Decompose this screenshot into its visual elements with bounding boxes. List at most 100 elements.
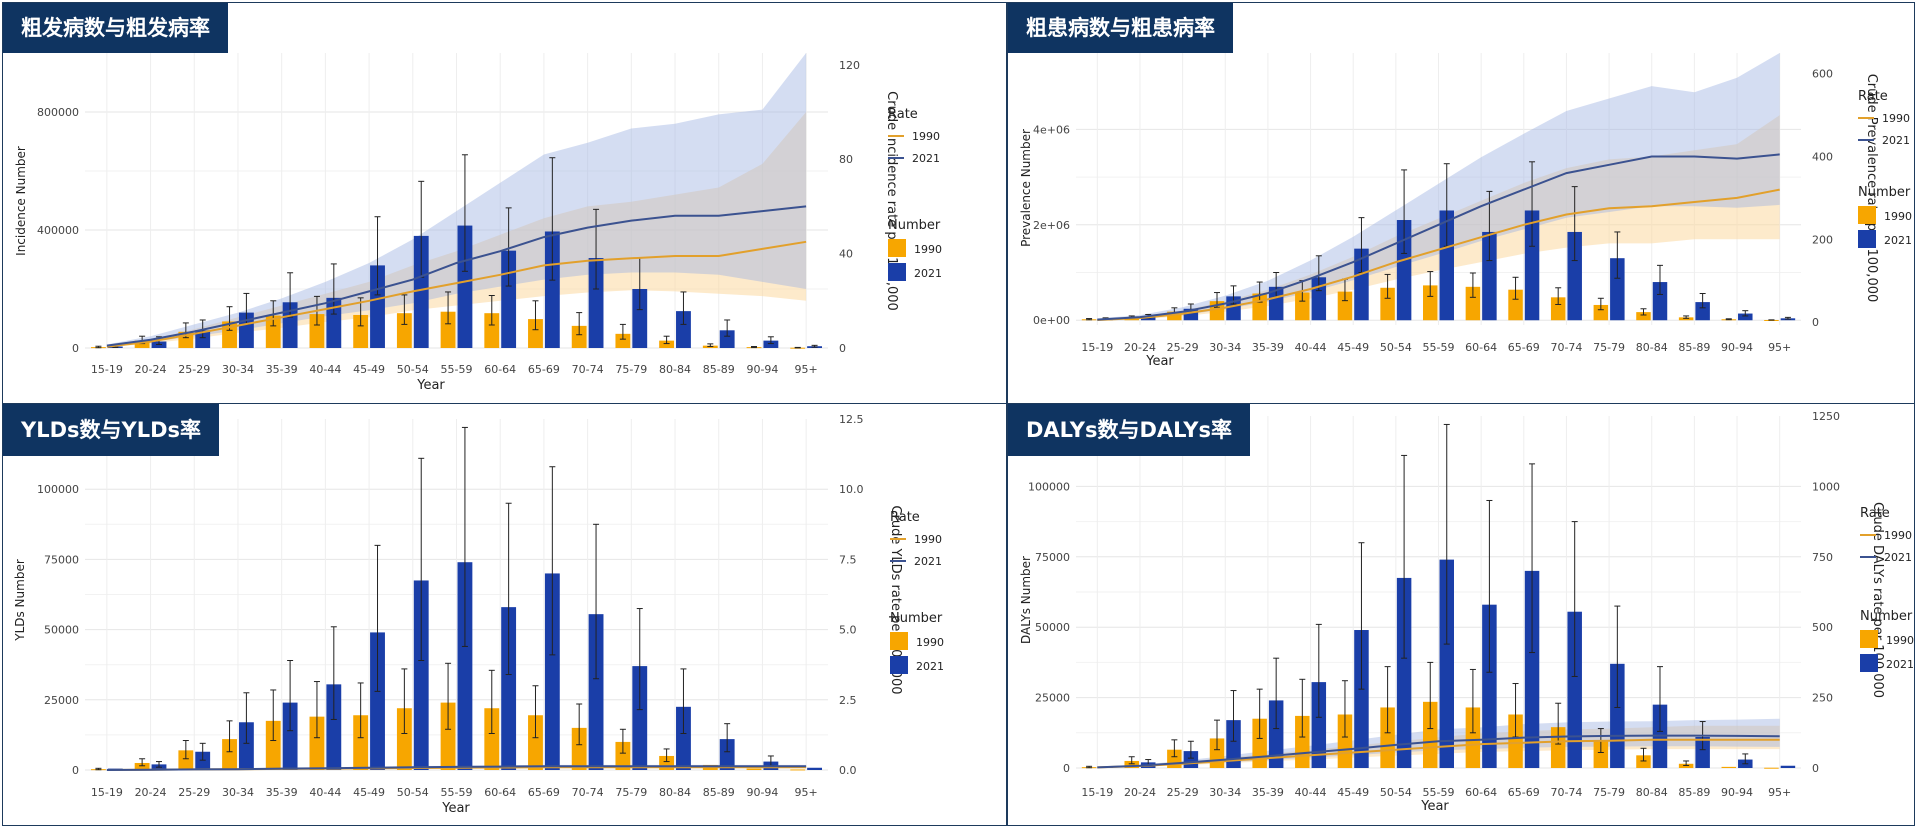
bar-2021-85-89 — [1695, 302, 1710, 321]
bar-1990-35-39 — [265, 720, 281, 770]
bar-1990-60-64 — [484, 708, 500, 770]
legend-rate-title: Rate — [888, 107, 918, 122]
y-tick-label: 0 — [72, 764, 79, 777]
x-tick-label: 30-34 — [222, 363, 254, 376]
x-tick-label: 40-44 — [1295, 786, 1327, 799]
legend-number-label: 1990 — [916, 636, 944, 649]
legend-number-label: 1990 — [1884, 210, 1912, 223]
bar-1990-80-84 — [659, 340, 675, 348]
y2-tick-label: 120 — [839, 59, 860, 72]
y2-tick-label: 600 — [1812, 68, 1833, 81]
bar-1990-90-94 — [746, 768, 762, 770]
panel-dalys: 0 25000 50000 75000 100000 0 250 500 750 1000 1250… — [1007, 403, 1915, 826]
x-tick-label: 70-74 — [1550, 786, 1582, 799]
y2-tick-label: 12.5 — [839, 413, 864, 426]
bar-2021-95+ — [1780, 765, 1796, 768]
x-tick-label: 65-69 — [1508, 341, 1540, 354]
bar-2021-60-64 — [501, 607, 517, 770]
y-tick-label: 2e+06 — [1033, 219, 1070, 232]
panel-title-dalys: DALYs数与DALYs率 — [1008, 404, 1251, 456]
y2-tick-label: 1000 — [1812, 480, 1840, 493]
legend-number-title: Number — [890, 611, 943, 626]
bar-1990-50-54 — [1380, 287, 1395, 321]
rate-line-2021 — [1097, 153, 1780, 321]
legend-rate-label: 2021 — [914, 555, 942, 568]
bar-2021-45-49 — [1354, 630, 1369, 768]
x-tick-label: 60-64 — [484, 363, 516, 376]
x-tick-label: 35-39 — [1252, 786, 1284, 799]
bar-2021-60-64 — [501, 250, 517, 348]
x-tick-label: 25-29 — [178, 786, 210, 799]
legend-number-swatch-1990 — [1858, 206, 1876, 224]
x-tick-label: 60-64 — [484, 786, 516, 799]
bar-2021-45-49 — [1354, 248, 1369, 321]
bar-1990-20-24 — [1124, 760, 1139, 768]
bar-2021-90-94 — [763, 340, 779, 348]
y2-tick-label: 0.0 — [839, 764, 857, 777]
x-tick-label: 50-54 — [397, 363, 429, 376]
bar-1990-40-44 — [309, 314, 325, 348]
bar-1990-20-24 — [134, 762, 150, 770]
x-tick-label: 35-39 — [266, 363, 298, 376]
bar-1990-55-59 — [440, 311, 456, 348]
x-tick-label: 95+ — [1768, 786, 1791, 799]
bar-1990-40-44 — [309, 716, 325, 770]
x-tick-label: 15-19 — [1081, 341, 1113, 354]
x-tick-label: 50-54 — [1380, 786, 1412, 799]
x-tick-label: 15-19 — [1081, 786, 1113, 799]
bar-2021-55-59 — [457, 562, 473, 770]
y2-tick-label: 0 — [1812, 762, 1819, 775]
y2-tick-label: 250 — [1812, 692, 1833, 705]
bar-1990-45-49 — [353, 715, 369, 770]
x-tick-label: 30-34 — [222, 786, 254, 799]
x-tick-label: 90-94 — [1721, 341, 1753, 354]
rate-line-2021 — [106, 765, 807, 771]
y-tick-label: 25000 — [1035, 692, 1070, 705]
x-tick-label: 70-74 — [572, 786, 604, 799]
bar-2021-70-74 — [588, 614, 604, 770]
legend-number-swatch-2021 — [890, 656, 908, 674]
bar-2021-70-74 — [588, 258, 604, 348]
x-tick-label: 30-34 — [1209, 341, 1241, 354]
bar-2021-50-54 — [413, 235, 429, 348]
bar-1990-65-69 — [528, 319, 543, 348]
y2-tick-label: 10.0 — [839, 483, 864, 496]
bar-2021-55-59 — [1439, 210, 1454, 321]
bar-2021-25-29 — [195, 751, 211, 770]
x-tick-label: 45-49 — [353, 786, 385, 799]
bar-2021-65-69 — [544, 231, 560, 348]
legend-number-swatch-1990 — [890, 632, 908, 650]
y2-tick-label: 7.5 — [839, 553, 857, 566]
y2-tick-label: 0 — [839, 342, 846, 355]
legend-number-title: Number — [1858, 185, 1911, 200]
panel-incidence: 0 400000 800000 0 40 80 120 15-19 20-24 25-29 30-3… — [2, 2, 1007, 404]
bar-1990-80-84 — [1636, 312, 1651, 321]
bar-2021-35-39 — [282, 702, 298, 770]
legend-number-swatch-2021 — [1860, 654, 1878, 672]
y-tick-label: 0e+00 — [1033, 314, 1070, 327]
x-tick-label: 20-24 — [1124, 786, 1156, 799]
legend-rate-title: Rate — [1858, 89, 1888, 104]
x-tick-label: 85-89 — [703, 786, 735, 799]
legend-rate-label: 2021 — [1882, 134, 1910, 147]
y-axis-label: Prevalence Number — [1019, 129, 1033, 247]
bar-1990-45-49 — [1337, 291, 1353, 321]
incidence-chart: 0 400000 800000 0 40 80 120 15-19 20-24 25-29 30-3… — [14, 53, 942, 393]
bar-2021-55-59 — [1439, 559, 1454, 768]
x-tick-label: 55-59 — [1423, 786, 1455, 799]
x-tick-label: 15-19 — [91, 363, 123, 376]
y2-tick-label: 1250 — [1812, 410, 1840, 423]
y-axis-label: YLDs Number — [13, 559, 27, 642]
x-tick-label: 30-34 — [1209, 786, 1241, 799]
bar-2021-25-29 — [195, 330, 211, 348]
x-tick-label: 25-29 — [1167, 786, 1199, 799]
legend-rate-title: Rate — [890, 510, 920, 525]
y-tick-label: 100000 — [1028, 480, 1070, 493]
x-tick-label: 40-44 — [309, 363, 341, 376]
bar-2021-75-79 — [1610, 663, 1625, 768]
bar-1990-40-44 — [1295, 292, 1310, 321]
x-tick-label: 55-59 — [441, 363, 473, 376]
bar-1990-70-74 — [1550, 297, 1566, 321]
x-axis-label: Year — [1145, 354, 1174, 369]
y-tick-label: 0 — [72, 342, 79, 355]
